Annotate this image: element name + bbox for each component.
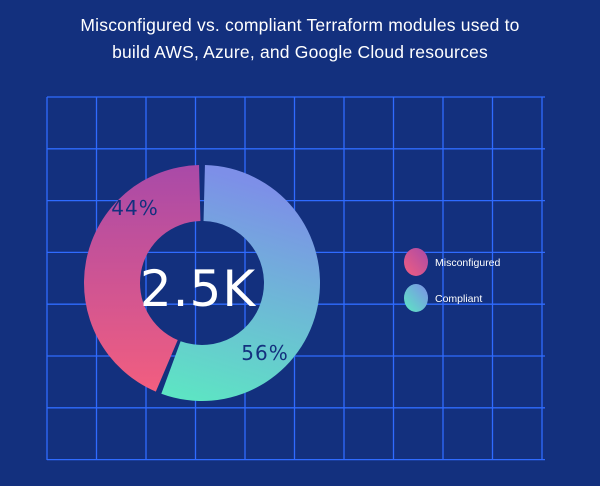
legend-label-misconfigured: Misconfigured [435, 257, 501, 269]
legend: Misconfigured Compliant [404, 248, 501, 312]
legend-label-compliant: Compliant [435, 293, 482, 305]
slice-compliant [161, 165, 320, 402]
chart-title-line-1: Misconfigured vs. compliant Terraform mo… [80, 15, 520, 35]
chart-title: Misconfigured vs. compliant Terraform mo… [0, 12, 600, 66]
slice-misconfigured [84, 165, 201, 392]
slice-label-misconfigured: 44% [111, 196, 158, 220]
legend-swatch-compliant [404, 284, 428, 312]
slice-label-compliant: 56% [241, 341, 288, 365]
donut-slices [84, 165, 320, 402]
center-total-label: 2.5K [140, 260, 257, 318]
slice-labels: 44% 56% [111, 196, 288, 365]
legend-swatch-misconfigured [404, 248, 428, 276]
chart-title-line-2: build AWS, Azure, and Google Cloud resou… [112, 42, 488, 62]
